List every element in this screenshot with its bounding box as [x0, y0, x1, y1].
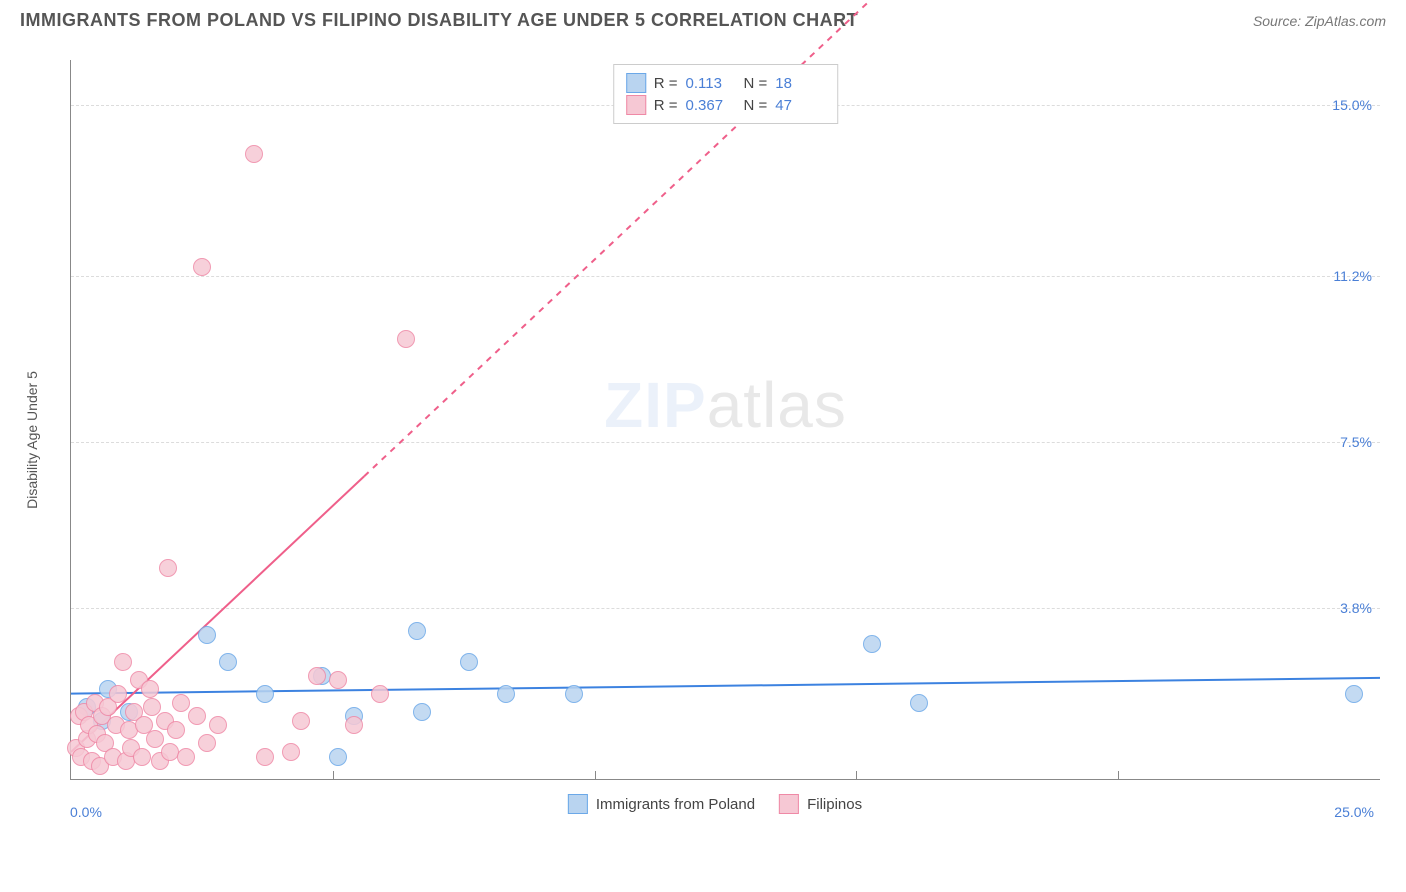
y-axis-title: Disability Age Under 5 — [24, 371, 40, 509]
data-point — [282, 743, 300, 761]
legend-swatch — [568, 794, 588, 814]
legend-swatch — [779, 794, 799, 814]
data-point — [198, 734, 216, 752]
data-point — [256, 748, 274, 766]
data-point — [177, 748, 195, 766]
data-point — [1345, 685, 1363, 703]
data-point — [329, 748, 347, 766]
r-value: 0.367 — [686, 97, 736, 114]
n-value: 18 — [775, 75, 825, 92]
legend-stats-row: R = 0.113 N = 18 — [626, 73, 826, 93]
data-point — [910, 694, 928, 712]
data-point — [219, 653, 237, 671]
data-point — [408, 622, 426, 640]
data-point — [172, 694, 190, 712]
data-point — [114, 653, 132, 671]
data-point — [159, 559, 177, 577]
data-point — [256, 685, 274, 703]
data-point — [565, 685, 583, 703]
data-point — [146, 730, 164, 748]
scatter-plot: ZIPatlas R =0.113N =18R =0.367N =47 3.8%… — [70, 60, 1380, 780]
data-point — [193, 258, 211, 276]
data-point — [329, 671, 347, 689]
data-point — [133, 748, 151, 766]
r-value: 0.113 — [686, 75, 736, 92]
data-point — [371, 685, 389, 703]
data-point — [167, 721, 185, 739]
legend-series-label: Immigrants from Poland — [596, 796, 755, 813]
legend-swatch — [626, 95, 646, 115]
data-point — [413, 703, 431, 721]
r-label: R = — [654, 97, 678, 114]
r-label: R = — [654, 75, 678, 92]
legend-series-item: Filipinos — [779, 794, 862, 814]
data-point — [308, 667, 326, 685]
trend-lines — [71, 60, 1380, 779]
legend-series-label: Filipinos — [807, 796, 862, 813]
data-point — [345, 716, 363, 734]
chart-title: IMMIGRANTS FROM POLAND VS FILIPINO DISAB… — [20, 10, 858, 31]
data-point — [863, 635, 881, 653]
data-point — [460, 653, 478, 671]
legend-series: Immigrants from Poland Filipinos — [568, 794, 862, 814]
x-tick-label: 0.0% — [70, 804, 102, 820]
chart-header: IMMIGRANTS FROM POLAND VS FILIPINO DISAB… — [0, 0, 1406, 37]
n-label: N = — [744, 97, 768, 114]
legend-stats: R = 0.113 N = 18 R = 0.367 N = 47 — [613, 64, 839, 124]
data-point — [209, 716, 227, 734]
legend-swatch — [626, 73, 646, 93]
chart-area: Disability Age Under 5 ZIPatlas R =0.113… — [50, 60, 1380, 820]
data-point — [188, 707, 206, 725]
chart-source: Source: ZipAtlas.com — [1253, 13, 1386, 29]
data-point — [141, 680, 159, 698]
data-point — [397, 330, 415, 348]
data-point — [292, 712, 310, 730]
legend-series-item: Immigrants from Poland — [568, 794, 755, 814]
n-value: 47 — [775, 97, 825, 114]
n-label: N = — [744, 75, 768, 92]
data-point — [245, 145, 263, 163]
data-point — [198, 626, 216, 644]
data-point — [109, 685, 127, 703]
data-point — [497, 685, 515, 703]
legend-stats-row: R = 0.367 N = 47 — [626, 95, 826, 115]
x-tick-label: 25.0% — [1334, 804, 1374, 820]
